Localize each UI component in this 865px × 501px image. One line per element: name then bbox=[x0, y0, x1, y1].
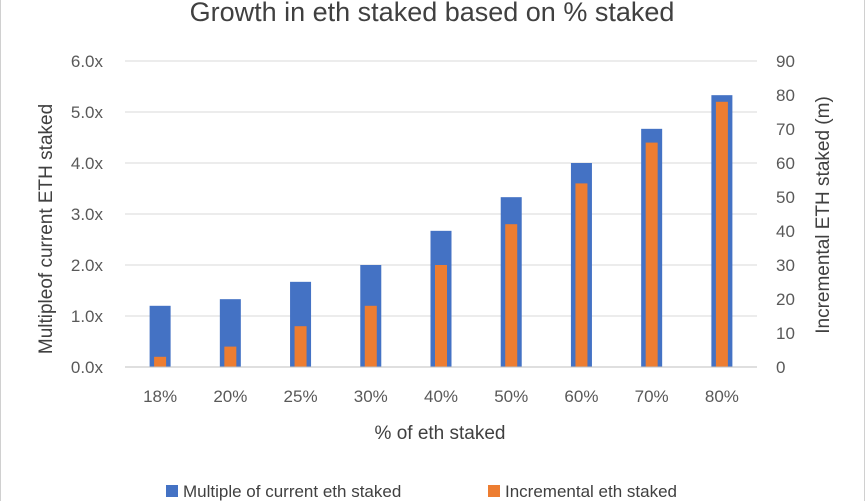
right-tick-label: 70 bbox=[776, 120, 795, 139]
left-tick-label: 5.0x bbox=[71, 103, 104, 122]
right-tick-label: 90 bbox=[776, 52, 795, 71]
left-tick-label: 2.0x bbox=[71, 256, 104, 275]
x-tick-label: 50% bbox=[494, 387, 528, 406]
left-tick-label: 4.0x bbox=[71, 154, 104, 173]
right-tick-label: 40 bbox=[776, 222, 795, 241]
left-tick-label: 6.0x bbox=[71, 52, 104, 71]
x-tick-label: 25% bbox=[284, 387, 318, 406]
right-tick-label: 10 bbox=[776, 324, 795, 343]
bar-incremental bbox=[715, 101, 728, 368]
left-tick-label: 3.0x bbox=[71, 205, 104, 224]
x-tick-label: 80% bbox=[705, 387, 739, 406]
bar-incremental bbox=[505, 224, 518, 367]
bar-incremental bbox=[435, 265, 447, 367]
x-tick-label: 60% bbox=[564, 387, 598, 406]
x-axis-title: % of eth staked bbox=[375, 423, 506, 444]
legend-swatch-incremental bbox=[488, 485, 500, 497]
bar-multiple bbox=[149, 305, 171, 367]
bar-incremental bbox=[224, 346, 237, 367]
left-tick-label: 0.0x bbox=[71, 358, 104, 377]
right-tick-label: 60 bbox=[776, 154, 795, 173]
left-axis-title: Multipleof current ETH staked bbox=[36, 104, 57, 354]
legend-swatch-multiple bbox=[166, 485, 178, 497]
right-tick-label: 50 bbox=[776, 188, 795, 207]
x-tick-label: 30% bbox=[354, 387, 388, 406]
x-tick-label: 20% bbox=[213, 387, 247, 406]
left-tick-label: 1.0x bbox=[71, 307, 104, 326]
right-axis-title: Incremental ETH staked (m) bbox=[813, 96, 834, 334]
legend-label-multiple: Multiple of current eth staked bbox=[183, 482, 401, 501]
bar-incremental bbox=[294, 326, 307, 367]
right-tick-label: 0 bbox=[776, 358, 785, 377]
legend-label-incremental: Incremental eth staked bbox=[505, 482, 677, 501]
x-tick-label: 18% bbox=[143, 387, 177, 406]
bar-incremental bbox=[154, 356, 167, 367]
right-tick-label: 30 bbox=[776, 256, 795, 275]
right-tick-label: 80 bbox=[776, 86, 795, 105]
x-tick-label: 70% bbox=[635, 387, 669, 406]
chart-title: Growth in eth staked based on % staked bbox=[190, 0, 675, 27]
bar-incremental bbox=[645, 142, 658, 367]
axes: 0.0x 1.0x 2.0x 3.0x 4.0x 5.0x 6.0x 0 10 20 30 40 50 6… bbox=[71, 52, 795, 406]
x-tick-label: 40% bbox=[424, 387, 458, 406]
bar-incremental bbox=[575, 183, 588, 367]
right-tick-label: 20 bbox=[776, 290, 795, 309]
bar-incremental bbox=[364, 305, 377, 367]
legend: Multiple of current eth staked Increment… bbox=[166, 482, 677, 501]
bars bbox=[149, 95, 733, 368]
